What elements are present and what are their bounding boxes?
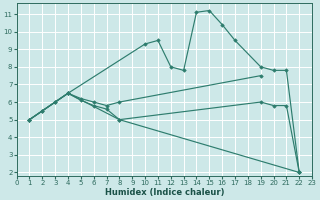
X-axis label: Humidex (Indice chaleur): Humidex (Indice chaleur): [105, 188, 224, 197]
